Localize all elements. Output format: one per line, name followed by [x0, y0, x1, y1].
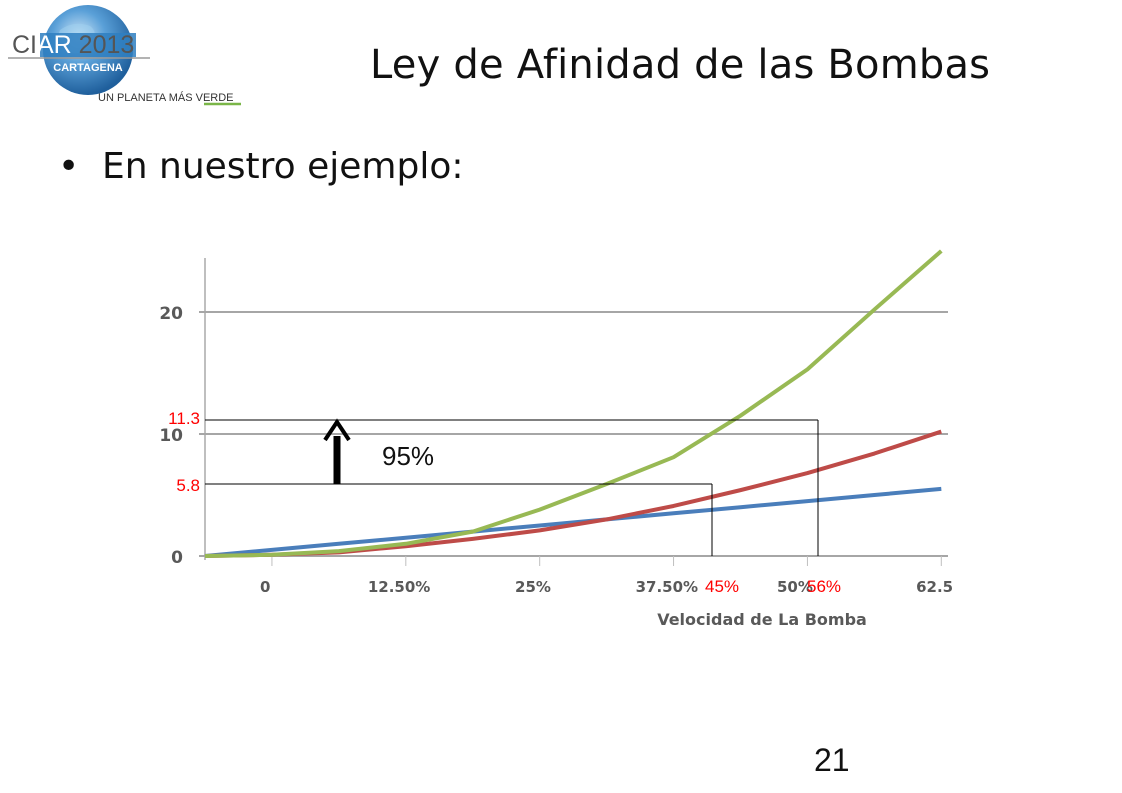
x-tick-label: 0: [260, 578, 270, 596]
ciar-2013-logo: CIAR 2013 CARTAGENA UN PLANETA MÁS VERDE: [8, 5, 241, 106]
series-line-3: [204, 249, 943, 558]
logo-city: CARTAGENA: [53, 62, 123, 74]
x-tick-label: 50%: [777, 578, 813, 596]
logo-tagline-prefix: UN PLANETA MÁS: [98, 91, 196, 104]
high-speed-label: 56%: [807, 577, 841, 596]
increase-label: 95%: [382, 441, 434, 471]
logo-name-part2: AR: [37, 31, 72, 59]
svg-text:CIAR 2013: CIAR 2013: [12, 31, 134, 59]
up-arrow-icon: [323, 418, 351, 442]
svg-text:UN PLANETA MÁS VERDE: UN PLANETA MÁS VERDE: [98, 91, 234, 104]
series-line-1: [204, 486, 942, 558]
series-line-2: [204, 429, 942, 558]
x-tick-label: 62.5: [916, 578, 953, 596]
bullet-text: En nuestro ejemplo:: [102, 146, 464, 187]
logo-tagline-highlight: VERDE: [196, 92, 234, 104]
bullet-item: • En nuestro ejemplo:: [58, 146, 464, 187]
x-axis-title: Velocidad de La Bomba: [657, 610, 867, 629]
logo-name-box: [40, 33, 136, 57]
y-tick-label: 20: [159, 304, 183, 324]
y-tick-label: 0: [171, 548, 183, 568]
bullet-dot-icon: •: [58, 146, 80, 187]
low-value-label: 5.8: [176, 476, 200, 495]
x-tick-label: 12.50%: [368, 578, 430, 596]
x-tick-label: 25%: [515, 578, 551, 596]
high-value-label: 11.3: [168, 409, 200, 428]
y-tick-label: 10: [159, 426, 183, 446]
low-speed-label: 45%: [705, 577, 739, 596]
slide-title: Ley de Afinidad de las Bombas: [370, 42, 991, 88]
page-number: 21: [814, 742, 850, 778]
logo-name-part3: 2013: [72, 31, 135, 59]
x-tick-label: 37.50%: [636, 578, 698, 596]
logo-name-part1: CI: [12, 31, 37, 59]
